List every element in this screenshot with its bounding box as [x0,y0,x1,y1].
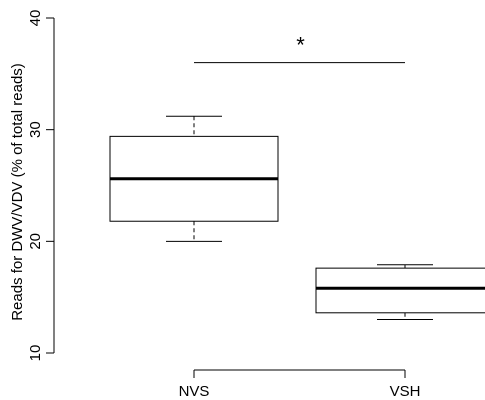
x-tick-label: VSH [390,383,421,400]
y-tick-label: 20 [27,233,44,250]
y-tick-label: 30 [27,121,44,138]
box-vsh [315,267,485,314]
annotations: * [194,33,405,64]
x-tick-label: NVS [179,383,210,400]
significance-label: * [296,33,305,58]
x-axis: NVS VSH [179,369,421,400]
boxes [109,115,485,320]
y-axis: 10 20 30 40 [27,10,55,362]
y-tick-label: 10 [27,345,44,362]
y-axis-label: Reads for DWV/VDV (% of total reads) [9,63,26,321]
y-tick-label: 40 [27,10,44,27]
